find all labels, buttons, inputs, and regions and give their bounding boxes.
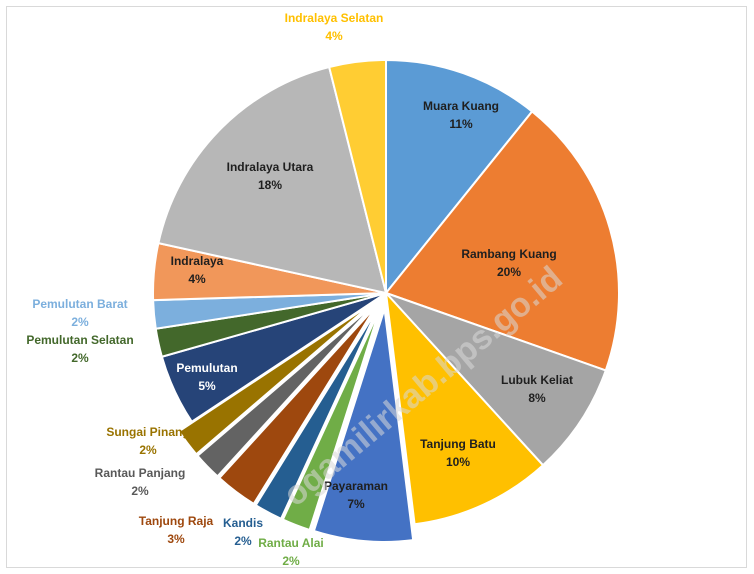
slice-percent-label-rantau-panjang: 2% bbox=[131, 484, 149, 498]
slice-name-label-rambang-kuang: Rambang Kuang bbox=[461, 247, 556, 261]
slice-name-label-muara-kuang: Muara Kuang bbox=[423, 99, 499, 113]
slice-percent-label-pemulutan-barat: 2% bbox=[71, 315, 89, 329]
slice-percent-label-tanjung-raja: 3% bbox=[167, 532, 185, 546]
slice-percent-label-rantau-alai: 2% bbox=[282, 554, 300, 568]
pie-slice-rantau-alai bbox=[281, 307, 382, 532]
slice-percent-label-tanjung-batu: 10% bbox=[446, 455, 470, 469]
pie-slice-kandis bbox=[254, 306, 380, 521]
pie-slice-indralaya-utara bbox=[157, 65, 388, 295]
slice-percent-label-indralaya-utara: 18% bbox=[258, 178, 282, 192]
pie-slice-indralaya-selatan bbox=[327, 58, 387, 294]
slice-percent-label-pemulutan: 5% bbox=[198, 379, 216, 393]
slice-percent-label-kandis: 2% bbox=[234, 534, 252, 548]
slice-labels: Muara Kuang 11% Rambang Kuang 20% Lubuk Keli… bbox=[26, 11, 573, 568]
pie-slice-rambang-kuang bbox=[384, 110, 620, 372]
slice-name-label-payaraman: Payaraman bbox=[324, 479, 388, 493]
pie-slice-tanjung-raja bbox=[217, 305, 378, 506]
pie-slice-payaraman bbox=[312, 308, 415, 543]
slice-percent-label-pemulutan-selatan: 2% bbox=[71, 351, 89, 365]
slice-name-label-rantau-panjang: Rantau Panjang bbox=[95, 466, 186, 480]
slice-name-label-indralaya-utara: Indralaya Utara bbox=[227, 160, 314, 174]
slice-name-label-tanjung-raja: Tanjung Raja bbox=[139, 514, 214, 528]
pie-slice-rantau-panjang bbox=[196, 303, 376, 478]
slice-name-label-sungai-pinang: Sungai Pinang bbox=[106, 425, 189, 439]
pie-slice-sungai-pinang bbox=[177, 301, 374, 456]
slice-percent-label-lubuk-keliat: 8% bbox=[528, 391, 546, 405]
slice-percent-label-payaraman: 7% bbox=[347, 497, 365, 511]
pie-slices bbox=[152, 58, 620, 543]
slice-percent-label-indralaya-selatan: 4% bbox=[325, 29, 343, 43]
slice-name-label-kandis: Kandis bbox=[223, 516, 263, 530]
slice-name-label-pemulutan-selatan: Pemulutan Selatan bbox=[26, 333, 133, 347]
slice-percent-label-indralaya: 4% bbox=[188, 272, 206, 286]
slice-name-label-pemulutan-barat: Pemulutan Barat bbox=[32, 297, 127, 311]
slice-percent-label-muara-kuang: 11% bbox=[449, 117, 473, 131]
slice-name-label-indralaya-selatan: Indralaya Selatan bbox=[285, 11, 384, 25]
slice-name-label-lubuk-keliat: Lubuk Keliat bbox=[501, 373, 573, 387]
pie-slice-tanjung-batu bbox=[384, 290, 545, 526]
slice-percent-label-sungai-pinang: 2% bbox=[139, 443, 157, 457]
pie-slice-lubuk-keliat bbox=[385, 292, 608, 467]
slice-name-label-tanjung-batu: Tanjung Batu bbox=[420, 437, 496, 451]
slice-name-label-indralaya: Indralaya bbox=[171, 254, 224, 268]
slice-name-label-pemulutan: Pemulutan bbox=[176, 361, 237, 375]
slice-percent-label-rambang-kuang: 20% bbox=[497, 265, 521, 279]
pie-slice-muara-kuang bbox=[385, 58, 534, 296]
slice-name-label-rantau-alai: Rantau Alai bbox=[258, 536, 324, 550]
